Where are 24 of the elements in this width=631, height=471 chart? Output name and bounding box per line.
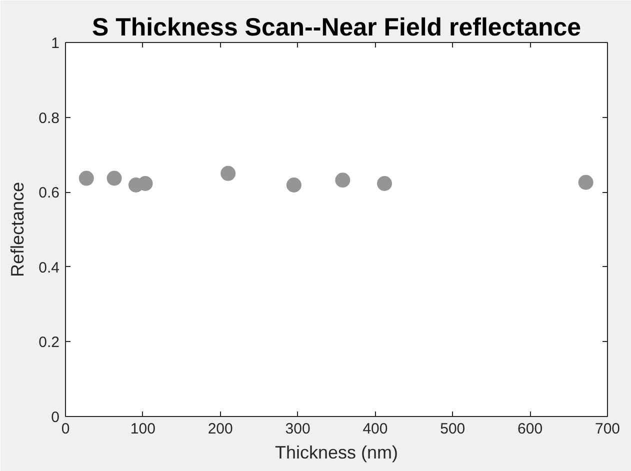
point <box>138 176 153 191</box>
x-tick-label: 100 <box>130 420 156 438</box>
point <box>335 172 350 188</box>
y-tick-label: 0.2 <box>38 334 60 352</box>
point <box>78 170 94 186</box>
y-axis-title: Reflectance <box>8 182 28 278</box>
x-tick-label: 400 <box>362 420 388 438</box>
y-tick-label: 0.4 <box>38 259 60 276</box>
y-tick-label: 0 <box>51 409 60 426</box>
x-axis-title: Thickness (nm) <box>274 442 398 462</box>
y-tick-label: 1 <box>51 35 60 52</box>
point <box>286 178 302 192</box>
x-tick-label: 600 <box>518 420 543 438</box>
chart-title: S Thickness Scan--Near Field reflectance <box>92 14 582 42</box>
x-tick-label: 300 <box>285 420 310 438</box>
point <box>377 176 392 191</box>
x-tick-label: 500 <box>440 420 466 438</box>
point <box>220 166 236 181</box>
point <box>578 174 594 190</box>
y-tick-label: 0.6 <box>38 184 60 202</box>
point <box>106 170 122 186</box>
x-tick-label: 700 <box>594 420 620 438</box>
y-tick-label: 0.8 <box>38 110 60 127</box>
x-tick-label: 200 <box>208 420 233 438</box>
